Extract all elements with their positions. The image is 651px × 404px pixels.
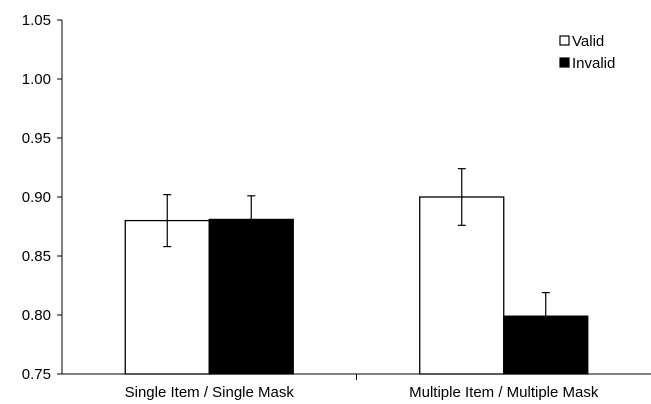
bars bbox=[124, 196, 589, 375]
y-tick-label: 0.85 bbox=[22, 248, 51, 265]
legend-swatch-invalid bbox=[559, 57, 570, 68]
x-axis: Single Item / Single Mask Multiple Item /… bbox=[62, 373, 651, 401]
y-tick-label: 1.00 bbox=[22, 71, 51, 88]
bar-invalid bbox=[208, 218, 294, 375]
legend: Valid Invalid bbox=[559, 33, 615, 72]
y-tick-label: 0.80 bbox=[22, 307, 51, 324]
y-axis: 0.75 0.80 0.85 0.90 0.95 1.00 1.05 bbox=[22, 12, 63, 383]
y-tick-label: 0.75 bbox=[22, 366, 51, 383]
y-tick-label: 1.05 bbox=[22, 12, 51, 29]
x-category-label: Multiple Item / Multiple Mask bbox=[409, 384, 599, 401]
bar-valid bbox=[419, 196, 505, 375]
y-tick-label: 0.95 bbox=[22, 130, 51, 147]
error-bars bbox=[163, 168, 550, 341]
y-tick-label: 0.90 bbox=[22, 189, 51, 206]
legend-label-valid: Valid bbox=[572, 33, 604, 50]
legend-swatch-valid bbox=[559, 35, 570, 46]
legend-label-invalid: Invalid bbox=[572, 55, 615, 72]
x-category-label: Single Item / Single Mask bbox=[125, 384, 295, 401]
